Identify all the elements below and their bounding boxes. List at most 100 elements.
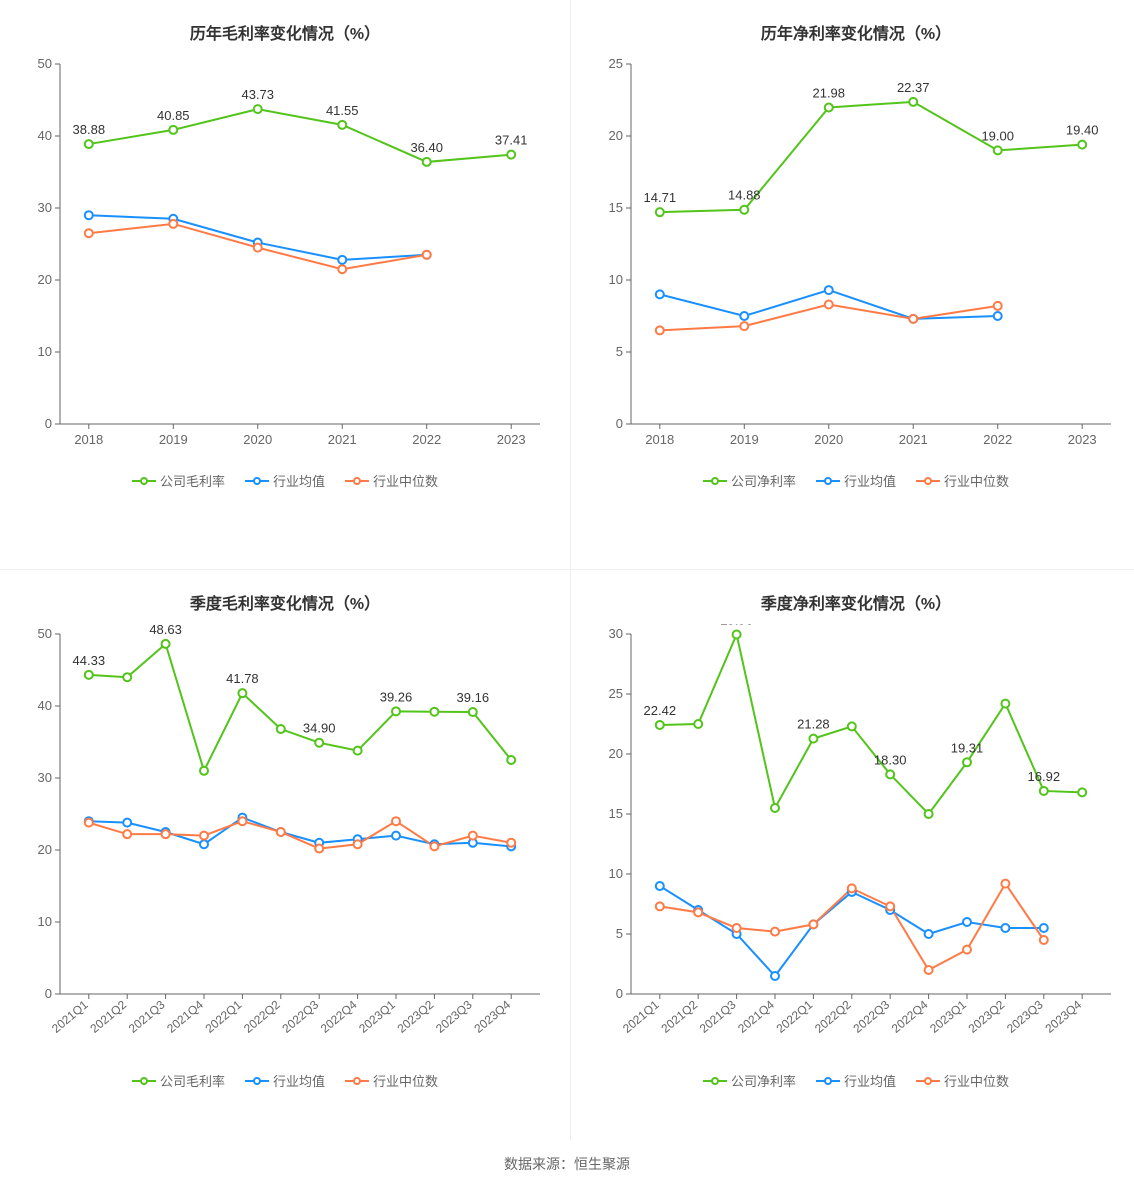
series-marker-industry_median [909, 315, 917, 323]
series-marker-industry_median [740, 322, 748, 330]
data-label: 21.98 [812, 85, 845, 100]
x-tick-label: 2022 [983, 432, 1012, 447]
series-marker-company [338, 121, 346, 129]
chart-svg: 010203040502021Q12021Q22021Q32021Q42022Q… [10, 624, 560, 1054]
data-label: 22.42 [644, 703, 677, 718]
y-tick-label: 10 [609, 272, 623, 287]
legend-label: 公司净利率 [731, 1071, 796, 1090]
series-marker-company [430, 708, 438, 716]
legend-item-industry_avg: 行业均值 [245, 1071, 325, 1090]
legend-label: 行业均值 [844, 471, 896, 490]
legend-item-industry_avg: 行业均值 [245, 471, 325, 490]
x-tick-label: 2021Q2 [658, 997, 700, 1035]
series-marker-company [656, 721, 664, 729]
data-label: 19.31 [951, 740, 984, 755]
series-line-industry_avg [660, 886, 1044, 976]
series-marker-industry_avg [963, 918, 971, 926]
x-tick-label: 2022Q4 [318, 997, 360, 1035]
y-tick-label: 50 [38, 56, 52, 71]
series-marker-industry_median [238, 817, 246, 825]
legend-swatch-icon [132, 1075, 156, 1087]
series-line-industry_avg [89, 215, 427, 260]
x-tick-label: 2023Q1 [356, 997, 398, 1035]
x-tick-label: 2021Q4 [164, 997, 206, 1035]
series-marker-industry_median [733, 924, 741, 932]
series-marker-industry_median [886, 902, 894, 910]
legend-swatch-icon [916, 1075, 940, 1087]
legend-swatch-icon [132, 475, 156, 487]
legend-label: 行业中位数 [373, 1071, 438, 1090]
series-line-company [89, 109, 511, 162]
legend-label: 公司毛利率 [160, 471, 225, 490]
x-tick-label: 2021Q3 [126, 997, 168, 1035]
x-tick-label: 2023Q3 [1004, 997, 1046, 1035]
series-marker-industry_median [771, 928, 779, 936]
y-tick-label: 10 [609, 866, 623, 881]
series-marker-company [85, 140, 93, 148]
panel-quarterly-gross: 季度毛利率变化情况（%）010203040502021Q12021Q22021Q… [0, 570, 571, 1140]
chart-svg: 051015202520182019202020212022202314.711… [581, 54, 1131, 454]
x-tick-label: 2022Q3 [279, 997, 321, 1035]
series-marker-company [277, 725, 285, 733]
data-label: 34.90 [303, 721, 336, 736]
legend-swatch-icon [916, 475, 940, 487]
series-marker-company [656, 208, 664, 216]
y-tick-label: 10 [38, 914, 52, 929]
data-label: 16.92 [1028, 769, 1061, 784]
chart-title: 季度毛利率变化情况（%） [10, 590, 560, 614]
x-tick-label: 2023Q2 [966, 997, 1008, 1035]
series-marker-company [200, 767, 208, 775]
y-tick-label: 5 [616, 926, 623, 941]
legend-label: 公司毛利率 [160, 1071, 225, 1090]
series-marker-company [1078, 788, 1086, 796]
x-tick-label: 2022Q4 [889, 997, 931, 1035]
legend-item-industry_median: 行业中位数 [345, 1071, 438, 1090]
y-tick-label: 30 [38, 200, 52, 215]
data-label: 21.28 [797, 717, 830, 732]
data-label: 48.63 [149, 624, 182, 637]
x-tick-label: 2021Q3 [697, 997, 739, 1035]
series-marker-company [254, 105, 262, 113]
x-tick-label: 2019 [730, 432, 759, 447]
data-label: 41.78 [226, 671, 259, 686]
series-marker-industry_median [254, 244, 262, 252]
data-source-text: 数据来源：恒生聚源 [0, 1140, 1134, 1192]
series-marker-industry_median [277, 828, 285, 836]
data-label: 19.40 [1066, 123, 1099, 138]
series-marker-company [740, 206, 748, 214]
series-marker-industry_median [123, 830, 131, 838]
panel-annual-gross: 历年毛利率变化情况（%）0102030405020182019202020212… [0, 0, 571, 570]
y-tick-label: 10 [38, 344, 52, 359]
series-marker-company [123, 673, 131, 681]
series-marker-company [994, 146, 1002, 154]
data-label: 38.88 [73, 122, 106, 137]
y-tick-label: 30 [38, 770, 52, 785]
x-tick-label: 2021Q1 [620, 997, 662, 1035]
legend-label: 行业中位数 [944, 1071, 1009, 1090]
legend-label: 行业中位数 [373, 471, 438, 490]
series-marker-company [1040, 787, 1048, 795]
series-marker-industry_avg [994, 312, 1002, 320]
series-marker-industry_median [963, 946, 971, 954]
series-marker-industry_median [392, 817, 400, 825]
legend-item-company: 公司毛利率 [132, 1071, 225, 1090]
chart-title: 季度净利率变化情况（%） [581, 590, 1131, 614]
series-marker-industry_median [169, 220, 177, 228]
y-tick-label: 0 [45, 986, 52, 1001]
series-marker-industry_median [694, 908, 702, 916]
series-marker-company [507, 756, 515, 764]
y-tick-label: 40 [38, 698, 52, 713]
x-tick-label: 2020 [243, 432, 272, 447]
series-marker-industry_median [354, 840, 362, 848]
series-marker-industry_median [656, 902, 664, 910]
series-marker-company [169, 126, 177, 134]
series-marker-company [469, 708, 477, 716]
series-marker-industry_median [809, 920, 817, 928]
series-marker-industry_median [200, 832, 208, 840]
data-label: 36.40 [410, 140, 443, 155]
series-marker-company [886, 770, 894, 778]
series-marker-company [507, 151, 515, 159]
y-tick-label: 50 [38, 626, 52, 641]
legend-item-company: 公司净利率 [703, 471, 796, 490]
chart-legend: 公司净利率行业均值行业中位数 [581, 471, 1131, 490]
